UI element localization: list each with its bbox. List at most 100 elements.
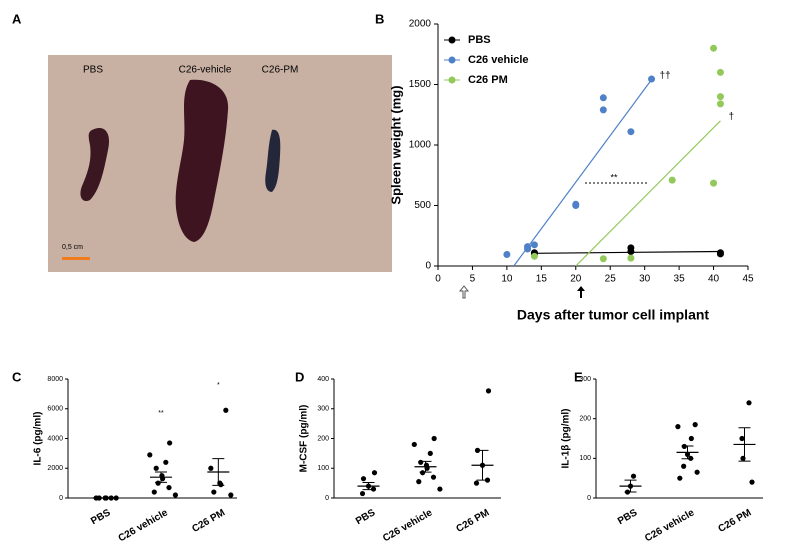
y-tick-label: 4000 bbox=[47, 435, 63, 442]
fit-line bbox=[575, 120, 721, 267]
scale-bar bbox=[62, 257, 90, 260]
comparison-label: ** bbox=[610, 172, 618, 182]
point bbox=[166, 484, 172, 491]
annotation: †† bbox=[660, 70, 671, 81]
point bbox=[153, 465, 159, 471]
point bbox=[749, 479, 755, 485]
point bbox=[430, 474, 437, 480]
x-tick-label: 40 bbox=[708, 274, 720, 285]
point bbox=[627, 128, 635, 136]
x-tick-label: C26 PM bbox=[190, 507, 227, 535]
point bbox=[648, 75, 656, 83]
legend-label: C26 PM bbox=[468, 74, 508, 86]
point bbox=[599, 106, 607, 114]
arrow-filled bbox=[577, 286, 585, 298]
point bbox=[530, 241, 538, 249]
x-tick-label: PBS bbox=[89, 507, 113, 527]
panel-letter: B bbox=[375, 11, 384, 26]
point bbox=[418, 459, 424, 465]
x-tick-label: 20 bbox=[570, 274, 582, 285]
point bbox=[431, 435, 437, 442]
y-tick-label: 300 bbox=[579, 376, 591, 383]
y-tick-label: 1000 bbox=[409, 140, 432, 151]
point bbox=[113, 495, 119, 501]
y-tick-label: 200 bbox=[579, 416, 591, 423]
point bbox=[218, 482, 224, 488]
point bbox=[599, 255, 607, 263]
y-tick-label: 500 bbox=[414, 200, 431, 211]
y-axis-label: Spleen weight (mg) bbox=[388, 85, 403, 204]
x-tick-label: 30 bbox=[639, 274, 651, 285]
x-tick-label: 15 bbox=[536, 274, 548, 285]
point bbox=[692, 422, 698, 428]
error-bar bbox=[155, 471, 167, 483]
x-tick-label: C26 PM bbox=[455, 507, 492, 535]
x-tick-label: 35 bbox=[674, 274, 686, 285]
error-bar bbox=[419, 460, 432, 473]
point bbox=[503, 251, 511, 259]
x-tick-label: C26 vehicle bbox=[117, 507, 171, 544]
point bbox=[716, 93, 724, 101]
photo-label: PBS bbox=[83, 65, 103, 76]
point bbox=[437, 486, 443, 492]
legend-label: PBS bbox=[468, 34, 491, 46]
y-axis-label: M-CSF (pg/ml) bbox=[299, 405, 310, 473]
panel-letter: E bbox=[574, 369, 583, 384]
error-bar bbox=[362, 482, 375, 491]
point bbox=[627, 247, 635, 255]
point bbox=[208, 465, 214, 471]
y-tick-label: 100 bbox=[579, 455, 591, 462]
y-tick-label: 0 bbox=[59, 495, 63, 502]
point bbox=[675, 424, 681, 430]
point bbox=[739, 435, 745, 442]
point bbox=[211, 489, 217, 495]
point bbox=[668, 176, 676, 184]
point bbox=[677, 475, 683, 481]
point bbox=[572, 200, 580, 208]
x-tick-label: C26 vehicle bbox=[381, 507, 435, 544]
x-tick-label: PBS bbox=[354, 507, 378, 527]
significance: ** bbox=[158, 410, 164, 417]
x-tick-label: PBS bbox=[616, 507, 640, 527]
x-tick-label: 45 bbox=[742, 274, 754, 285]
point bbox=[716, 68, 724, 76]
x-tick-label: 10 bbox=[501, 274, 513, 285]
y-tick-label: 6000 bbox=[47, 406, 63, 413]
point bbox=[228, 492, 234, 498]
point bbox=[599, 94, 607, 102]
spleen bbox=[265, 129, 281, 192]
point bbox=[167, 440, 173, 446]
point bbox=[370, 486, 377, 492]
scale-bar-label: 0,5 cm bbox=[62, 244, 83, 251]
x-tick-label: 25 bbox=[605, 274, 617, 285]
point bbox=[485, 388, 492, 394]
point bbox=[630, 473, 637, 479]
x-tick-label: C26 vehicle bbox=[643, 507, 697, 544]
point bbox=[359, 490, 366, 497]
point bbox=[688, 435, 694, 442]
point bbox=[147, 452, 153, 458]
error-bar bbox=[681, 445, 694, 460]
x-tick-label: 0 bbox=[435, 274, 441, 285]
x-axis-label: Days after tumor cell implant bbox=[517, 307, 710, 323]
y-tick-label: 400 bbox=[317, 376, 329, 383]
point bbox=[710, 44, 718, 52]
y-tick-label: 100 bbox=[317, 465, 329, 472]
fit-line bbox=[513, 79, 653, 267]
annotation: † bbox=[728, 111, 734, 122]
point bbox=[681, 463, 687, 469]
y-tick-label: 300 bbox=[317, 406, 329, 413]
panel-letter: C bbox=[12, 369, 22, 384]
photo-label: C26-vehicle bbox=[179, 65, 232, 76]
point bbox=[155, 480, 161, 486]
spleen bbox=[80, 128, 110, 202]
photo-label: C26-PM bbox=[262, 65, 299, 76]
point bbox=[223, 407, 229, 413]
point bbox=[746, 400, 752, 406]
spleen bbox=[175, 79, 229, 242]
error-bar bbox=[624, 479, 637, 493]
error-bar bbox=[212, 458, 225, 486]
x-tick-label: 5 bbox=[470, 274, 476, 285]
